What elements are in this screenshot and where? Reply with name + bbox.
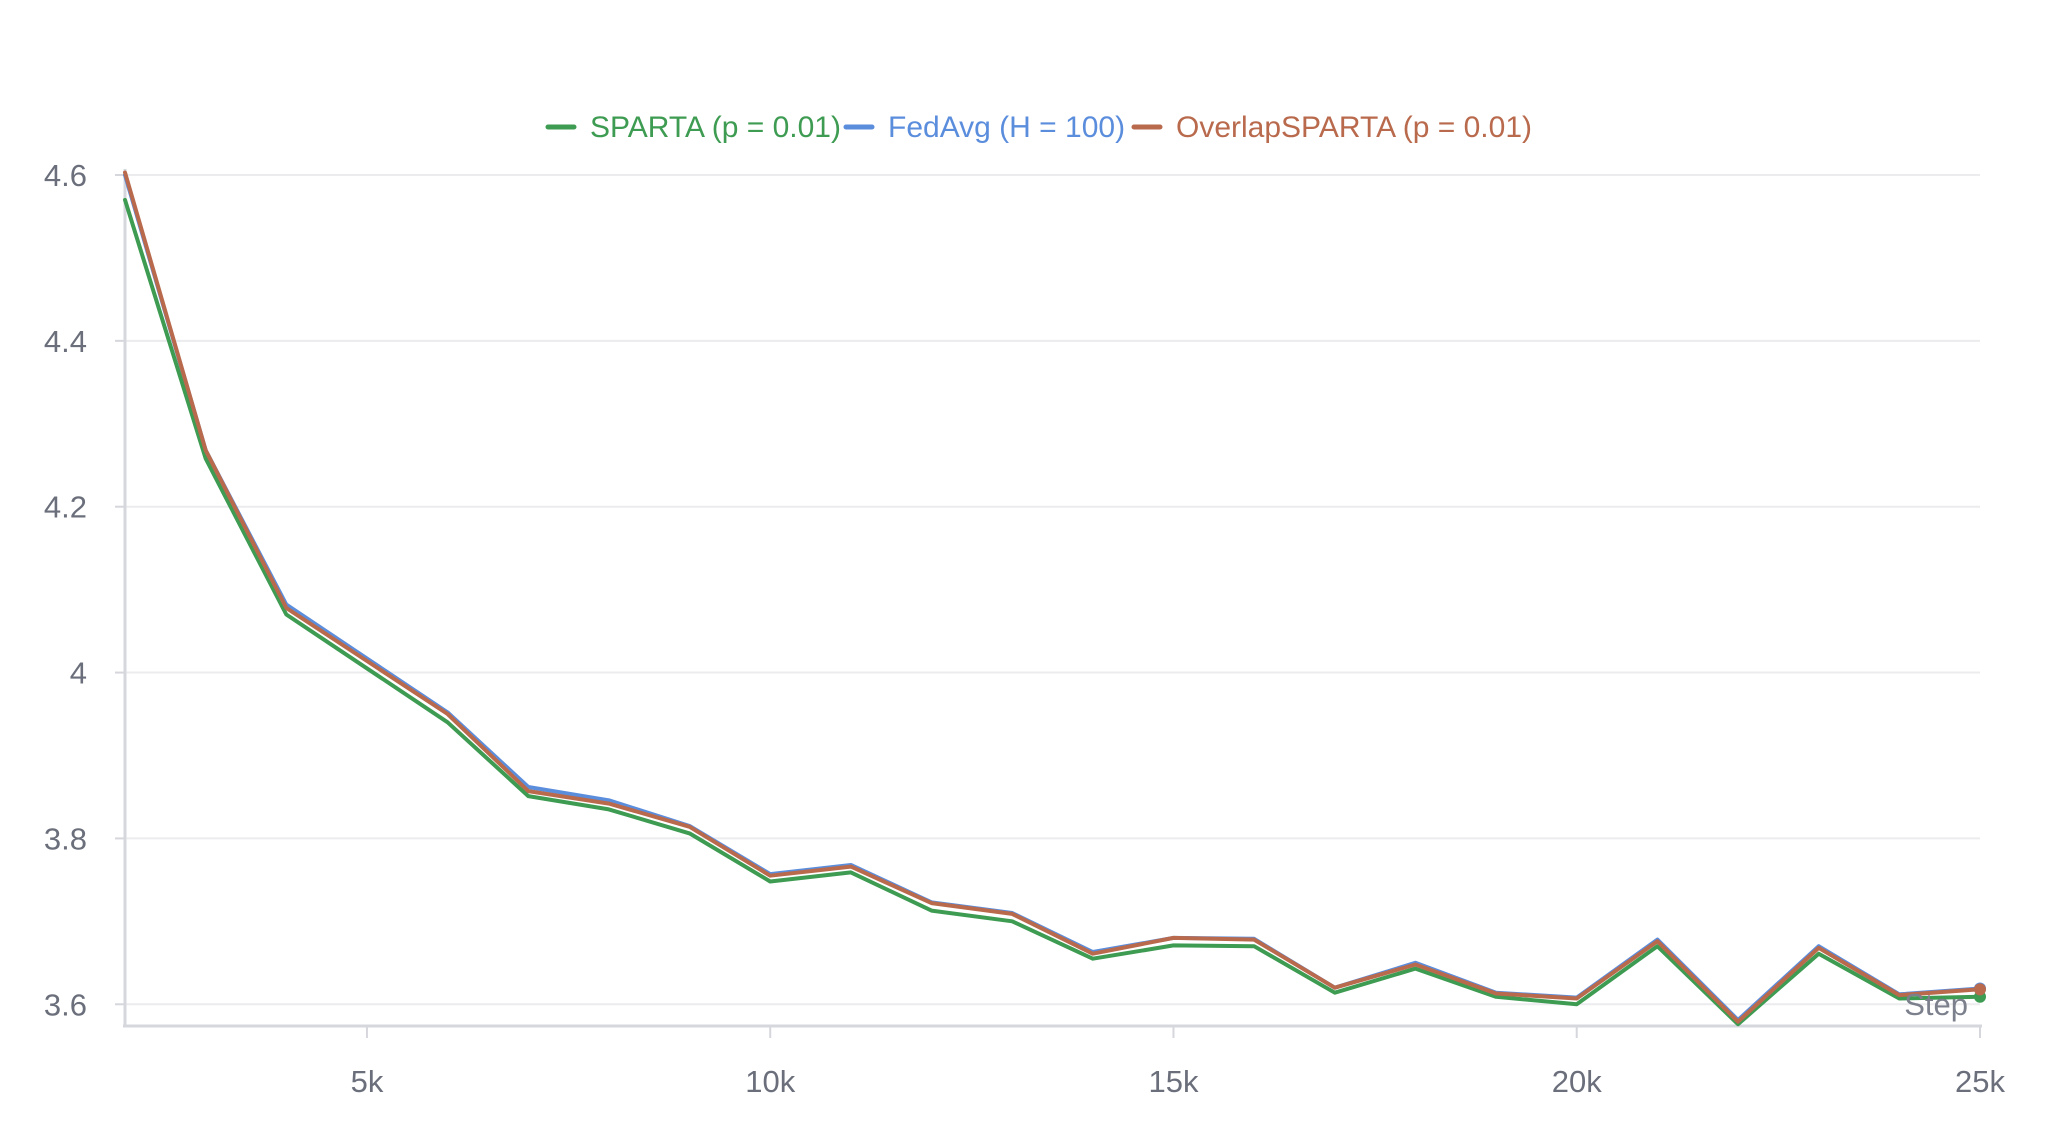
gridlines [125,174,1980,1006]
y-tick-label: 4.4 [44,324,87,359]
x-tick-label: 15k [1148,1064,1198,1099]
legend-label: FedAvg (H = 100) [888,111,1125,144]
y-tick-label: 3.8 [44,821,87,856]
series-line [123,197,1982,1027]
y-tick-label: 4.2 [44,490,87,525]
legend-item: SPARTA (p = 0.01) [545,111,841,144]
x-axis-title: Step [1904,987,1968,1022]
legend-label: OverlapSPARTA (p = 0.01) [1176,111,1532,144]
y-tick-label: 4.6 [44,158,87,193]
x-tick-label: 5k [351,1064,384,1099]
tick-labels: 3.6 3.8 4 4.2 4.4 4.6 5k 10k 15k 20k 25k [44,158,2006,1099]
legend-label: SPARTA (p = 0.01) [590,111,841,144]
legend-item: FedAvg (H = 100) [843,111,1125,144]
y-tick-label: 3.6 [44,987,87,1022]
series-line [123,173,1982,1022]
series-line [123,170,1982,1024]
legend-item: OverlapSPARTA (p = 0.01) [1131,111,1532,144]
x-tick-label: 10k [745,1064,795,1099]
series-lines [123,170,1986,1027]
x-tick-label: 25k [1955,1064,2005,1099]
legend: SPARTA (p = 0.01) FedAvg (H = 100) Overlap… [545,111,1532,144]
y-tick-label: 4 [70,656,87,691]
axes [115,169,1982,1038]
series-endpoint [1974,983,1986,996]
x-tick-label: 20k [1552,1064,1602,1099]
